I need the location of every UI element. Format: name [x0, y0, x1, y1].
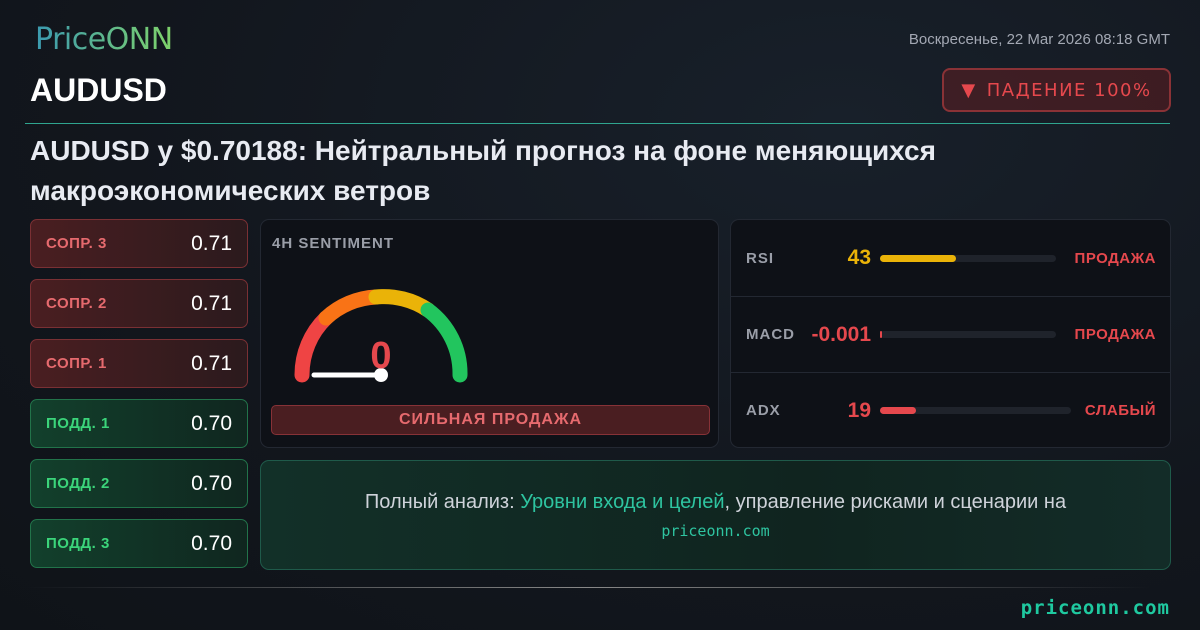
- gauge-needle-hub: [374, 368, 388, 382]
- sentiment-panel: 4H SENTIMENT 0 СИЛЬНАЯ ПРОДАЖА: [260, 219, 719, 448]
- level-value: 0.71: [191, 351, 232, 375]
- date-time: Воскресенье, 22 Mar 2026 08:18 GMT: [908, 31, 1170, 48]
- gauge-red-segment: [294, 310, 334, 383]
- indicator-value: -0.001: [811, 322, 871, 346]
- indicator-bar-fill: [880, 254, 956, 262]
- indicator-value: 19: [847, 398, 871, 422]
- indicator-bar-fill: [880, 331, 882, 338]
- level-value: 0.70: [191, 471, 232, 495]
- trend-badge-label: ПАДЕНИЕ 100%: [986, 79, 1152, 101]
- sentiment-gauge: 0: [294, 289, 468, 383]
- indicator-bar: [880, 254, 1056, 262]
- indicator-signal: ПРОДАЖА: [1074, 249, 1156, 267]
- indicators-panel: RSI 43 ПРОДАЖА MACD -0.001 ПРОДАЖА ADX 19 …: [730, 219, 1171, 448]
- cta-suffix: , управление рисками и сценарии на: [724, 491, 1067, 513]
- resistance-level-card: СОПР. 2 0.71: [30, 279, 248, 328]
- level-label: СОПР. 1: [46, 355, 107, 372]
- level-label: СОПР. 3: [46, 235, 107, 252]
- indicator-signal: ПРОДАЖА: [1074, 326, 1156, 343]
- support-level-card: ПОДД. 1 0.70: [30, 399, 248, 448]
- sentiment-title: 4H SENTIMENT: [272, 235, 395, 252]
- resistance-level-card: СОПР. 3 0.71: [30, 219, 248, 268]
- indicator-bar: [880, 407, 1071, 414]
- indicator-name: MACD: [746, 326, 795, 343]
- indicator-signal: СЛАБЫЙ: [1084, 402, 1156, 419]
- footer-divider: [25, 587, 1150, 588]
- sentiment-value: 0: [370, 335, 391, 377]
- logo: PriceONN: [35, 22, 173, 57]
- cta-prefix: Полный анализ:: [364, 491, 521, 513]
- level-label: ПОДД. 2: [46, 475, 110, 492]
- headline: AUDUSD у $0.70188: Нейтральный прогноз н…: [30, 135, 936, 206]
- gauge-green-segment: [420, 302, 468, 383]
- level-value: 0.70: [191, 411, 232, 435]
- level-value: 0.70: [191, 531, 232, 555]
- indicator-row-macd: MACD -0.001 ПРОДАЖА: [731, 296, 1170, 372]
- level-value: 0.71: [191, 231, 232, 255]
- indicator-name: ADX: [746, 402, 781, 419]
- resistance-level-card: СОПР. 1 0.71: [30, 339, 248, 388]
- cta-panel[interactable]: Полный анализ: Уровни входа и целей, упр…: [260, 460, 1171, 570]
- level-label: СОПР. 2: [46, 295, 107, 312]
- divider: [25, 123, 1170, 124]
- level-label: ПОДД. 3: [46, 535, 110, 552]
- level-label: ПОДД. 1: [46, 415, 110, 432]
- indicator-row-adx: ADX 19 СЛАБЫЙ: [731, 372, 1170, 448]
- cta-highlight-link[interactable]: Уровни входа и целей: [520, 491, 725, 513]
- cta-link[interactable]: priceonn.com: [661, 522, 770, 540]
- support-level-card: ПОДД. 3 0.70: [30, 519, 248, 568]
- gauge-yellow-segment: [368, 289, 436, 318]
- indicator-bar: [880, 331, 1056, 338]
- indicator-value: 43: [847, 246, 871, 269]
- level-value: 0.71: [191, 291, 232, 315]
- indicator-bar-fill: [880, 407, 917, 414]
- trend-badge: ▼ ПАДЕНИЕ 100%: [942, 68, 1171, 112]
- gauge-orange-segment: [318, 289, 384, 326]
- triangle-down-icon: ▼: [961, 79, 977, 101]
- support-level-card: ПОДД. 2 0.70: [30, 459, 248, 508]
- symbol-title: AUDUSD: [30, 72, 167, 108]
- sentiment-signal: СИЛЬНАЯ ПРОДАЖА: [271, 405, 710, 435]
- indicator-name: RSI: [746, 249, 775, 267]
- indicator-row-rsi: RSI 43 ПРОДАЖА: [731, 220, 1170, 296]
- footer-site[interactable]: priceonn.com: [1020, 597, 1170, 619]
- cta-text: Полный анализ: Уровни входа и целей, упр…: [261, 491, 1170, 514]
